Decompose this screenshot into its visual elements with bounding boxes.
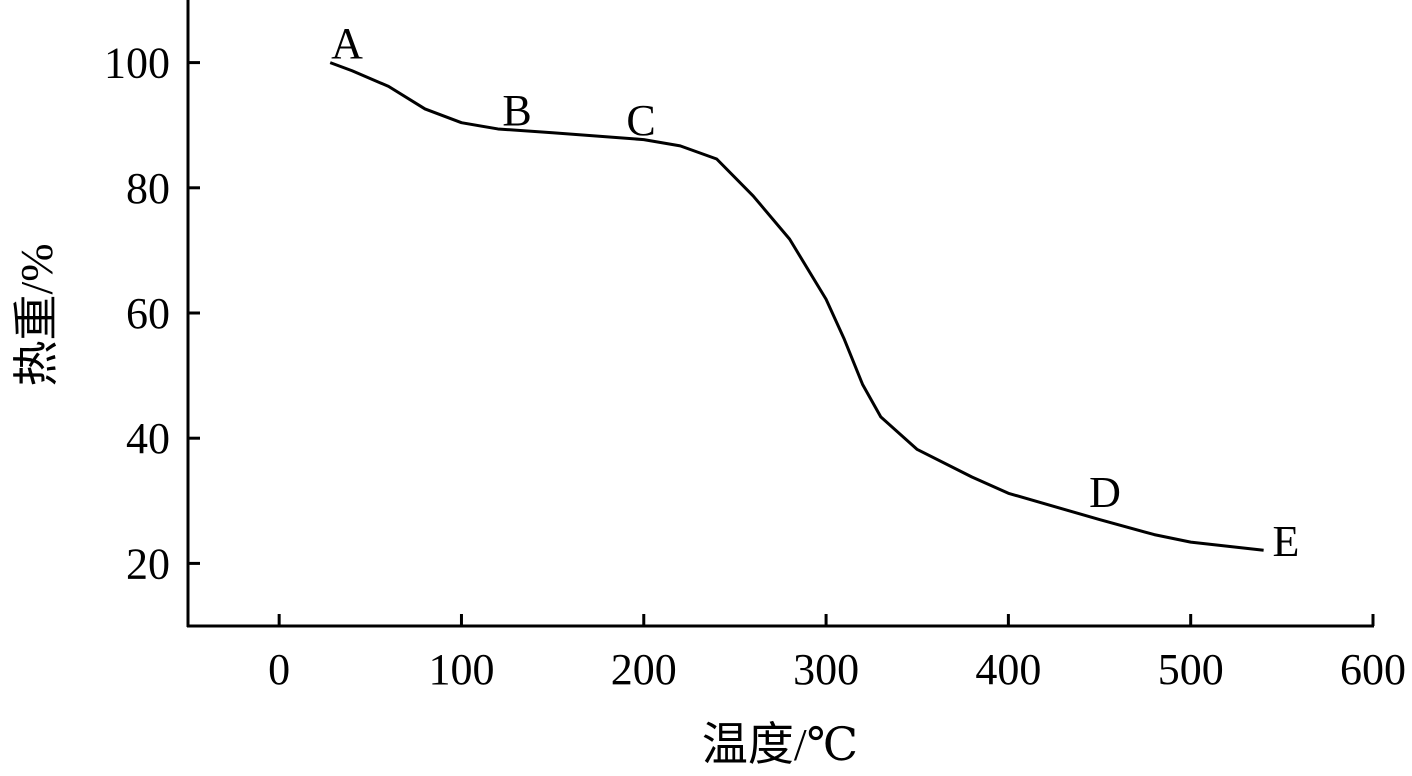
- y-axis-label: 热重/%: [11, 243, 62, 386]
- x-tick-label: 0: [268, 645, 290, 694]
- x-tick-label: 100: [428, 645, 494, 694]
- y-tick-label: 80: [126, 164, 170, 213]
- annotation: B: [502, 86, 531, 135]
- annotation: D: [1089, 468, 1121, 517]
- y-tick-label: 20: [126, 539, 170, 588]
- y-tick-label: 40: [126, 414, 170, 463]
- x-tick-label: 600: [1340, 645, 1406, 694]
- x-tick-label: 400: [975, 645, 1041, 694]
- annotation: C: [626, 96, 655, 145]
- data-line: [329, 61, 1264, 552]
- x-tick-label: 500: [1158, 645, 1224, 694]
- x-axis-label: 温度/℃: [702, 719, 858, 770]
- x-tick-label: 200: [611, 645, 677, 694]
- y-tick-label: 100: [104, 39, 170, 88]
- x-tick-label: 300: [793, 645, 859, 694]
- annotation: A: [331, 19, 363, 68]
- annotation: E: [1273, 517, 1300, 566]
- y-tick-label: 60: [126, 289, 170, 338]
